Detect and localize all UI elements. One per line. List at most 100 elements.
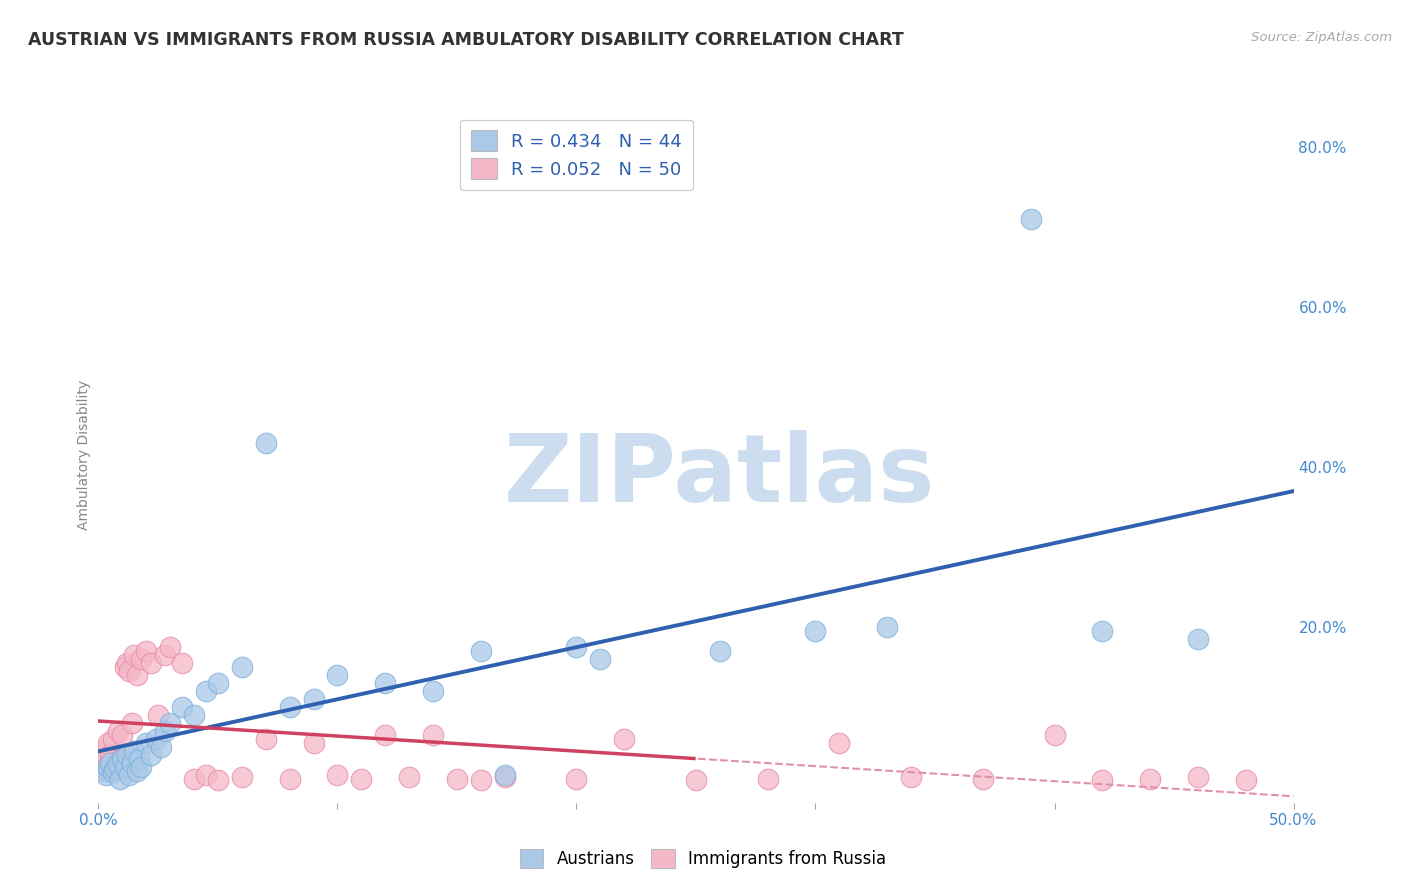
Point [1091,624,1114,638]
Point [972,772,994,786]
Point [107,757,129,772]
Point [326,768,349,782]
Point [118,664,141,678]
Point [374,728,396,742]
Point [118,768,141,782]
Point [101,765,124,780]
Point [589,652,612,666]
Point [194,768,218,782]
Point [254,731,277,746]
Point [194,683,218,698]
Point [159,715,181,730]
Point [470,644,492,658]
Point [231,770,253,784]
Point [148,707,170,722]
Legend: R = 0.434   N = 44, R = 0.052   N = 50: R = 0.434 N = 44, R = 0.052 N = 50 [460,120,693,190]
Point [1187,632,1209,646]
Point [183,707,205,722]
Point [139,747,162,762]
Point [685,773,707,788]
Text: AUSTRIAN VS IMMIGRANTS FROM RUSSIA AMBULATORY DISABILITY CORRELATION CHART: AUSTRIAN VS IMMIGRANTS FROM RUSSIA AMBUL… [28,31,904,49]
Point [446,772,468,786]
Point [104,760,127,774]
Point [97,760,120,774]
Point [97,736,120,750]
Point [172,699,194,714]
Point [1091,773,1114,788]
Point [1234,773,1257,788]
Point [1139,772,1161,786]
Point [804,624,827,638]
Point [149,739,172,754]
Point [494,770,516,784]
Point [90,756,112,770]
Point [111,752,134,766]
Point [374,676,396,690]
Point [207,676,229,690]
Point [131,652,153,666]
Point [135,736,157,750]
Point [135,644,157,658]
Point [302,691,325,706]
Point [876,620,898,634]
Point [128,752,150,766]
Point [155,648,177,662]
Point [470,773,492,788]
Point [98,756,122,770]
Point [121,756,143,770]
Point [108,752,131,766]
Point [115,747,138,762]
Point [98,747,122,762]
Text: ZIPatlas: ZIPatlas [505,430,935,522]
Point [121,715,143,730]
Point [131,760,153,774]
Point [172,656,194,670]
Point [1187,770,1209,784]
Point [107,723,129,738]
Point [398,770,420,784]
Point [115,656,138,670]
Point [254,436,277,450]
Point [114,760,136,774]
Point [114,660,136,674]
Point [1019,212,1042,227]
Point [422,728,444,742]
Point [101,731,124,746]
Point [828,736,851,750]
Point [159,640,181,654]
Point [111,728,134,742]
Point [494,768,516,782]
Point [124,648,146,662]
Point [278,699,301,714]
Point [94,768,117,782]
Point [756,772,779,786]
Text: Source: ZipAtlas.com: Source: ZipAtlas.com [1251,31,1392,45]
Point [125,668,148,682]
Point [94,764,117,778]
Point [91,744,114,758]
Point [231,660,253,674]
Point [1043,728,1066,742]
Point [104,762,127,776]
Point [565,640,588,654]
Point [565,772,588,786]
Point [207,773,229,788]
Point [709,644,731,658]
Point [183,772,205,786]
Point [613,731,636,746]
Point [91,764,114,778]
Point [278,772,301,786]
Y-axis label: Ambulatory Disability: Ambulatory Disability [77,380,91,530]
Point [139,656,162,670]
Point [145,731,167,746]
Point [124,744,146,758]
Point [108,772,131,786]
Point [326,668,349,682]
Point [302,736,325,750]
Point [350,772,373,786]
Legend: Austrians, Immigrants from Russia: Austrians, Immigrants from Russia [513,842,893,875]
Point [900,770,922,784]
Point [422,683,444,698]
Point [155,723,177,738]
Point [125,764,148,778]
